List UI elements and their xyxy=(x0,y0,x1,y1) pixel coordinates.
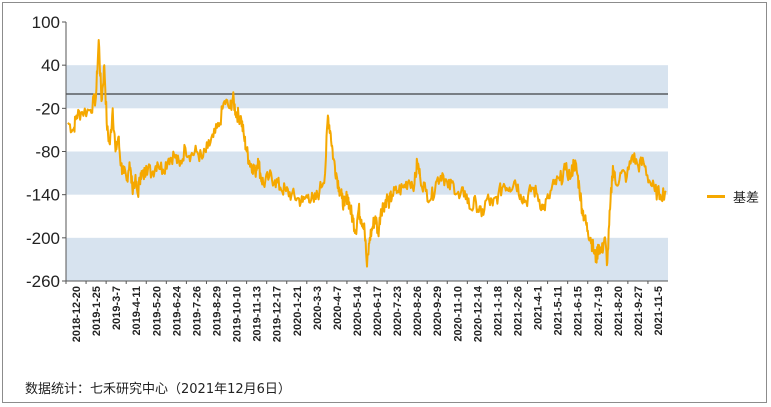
y-tick-label: -200 xyxy=(26,229,60,248)
y-tick-label: -140 xyxy=(26,186,60,205)
legend: 基差 xyxy=(707,187,759,206)
x-tick-label: 2018-12-20 xyxy=(71,286,83,342)
x-tick-label: 2021-4-1 xyxy=(533,286,545,330)
x-tick-label: 2021-1-18 xyxy=(492,286,504,336)
x-axis-ticks: 2018-12-20 2019-1-25 2019-3-7 2019-4-11 2019… xyxy=(65,281,665,342)
x-tick-label: 2019-12-17 xyxy=(272,286,284,342)
x-tick-label: 2020-12-14 xyxy=(472,285,484,342)
chart-canvas: 100 40 -20 -80 -140 -200 -260 2018-12-20 2019-1… xyxy=(26,13,668,342)
x-tick-label: 2021-5-11 xyxy=(553,286,565,336)
x-tick-label: 2020-8-26 xyxy=(412,286,424,336)
legend-swatch xyxy=(707,195,725,198)
y-tick-label: -260 xyxy=(26,272,60,291)
x-tick-label: 2021-6-15 xyxy=(573,286,585,336)
x-tick-label: 2021-7-19 xyxy=(593,286,605,336)
x-tick-label: 2019-7-26 xyxy=(191,286,203,336)
x-tick-label: 2021-9-27 xyxy=(633,286,645,336)
x-tick-label: 2019-3-7 xyxy=(111,286,123,330)
x-tick-label: 2020-1-21 xyxy=(292,286,304,336)
source-note: 数据统计：七禾研究中心（2021年12月6日） xyxy=(25,382,291,397)
x-tick-label: 2020-7-23 xyxy=(392,286,404,336)
x-tick-label: 2020-3-3 xyxy=(312,286,324,330)
x-tick-label: 2020-11-10 xyxy=(452,286,464,342)
legend-label: 基差 xyxy=(733,191,760,206)
x-tick-label: 2021-2-26 xyxy=(513,286,525,336)
x-tick-label: 2019-8-29 xyxy=(212,286,224,336)
y-tick-label: 40 xyxy=(41,56,60,75)
x-tick-label: 2019-1-25 xyxy=(91,286,103,336)
x-tick-label: 2019-11-13 xyxy=(252,286,264,342)
x-tick-label: 2019-10-10 xyxy=(232,286,244,342)
y-axis-ticks: 100 40 -20 -80 -140 -200 -260 xyxy=(26,13,66,291)
x-tick-label: 2019-6-24 xyxy=(171,285,183,336)
y-tick-label: -20 xyxy=(35,99,60,118)
x-tick-label: 2020-9-29 xyxy=(432,286,444,336)
shaded-band xyxy=(66,65,668,109)
x-tick-label: 2020-5-14 xyxy=(352,285,364,336)
y-tick-label: -80 xyxy=(35,143,60,162)
y-tick-label: 100 xyxy=(32,13,60,32)
series-group xyxy=(67,39,667,268)
x-tick-label: 2021-11-5 xyxy=(653,286,665,336)
x-tick-label: 2020-4-7 xyxy=(332,286,344,330)
series-line xyxy=(67,39,667,268)
x-tick-label: 2021-8-20 xyxy=(613,286,625,336)
x-tick-label: 2020-6-17 xyxy=(372,286,384,336)
x-tick-label: 2019-4-11 xyxy=(131,286,143,336)
x-tick-label: 2019-5-20 xyxy=(151,286,163,336)
chart-frame: 100 40 -20 -80 -140 -200 -260 2018-12-20 2019-1… xyxy=(2,2,767,403)
